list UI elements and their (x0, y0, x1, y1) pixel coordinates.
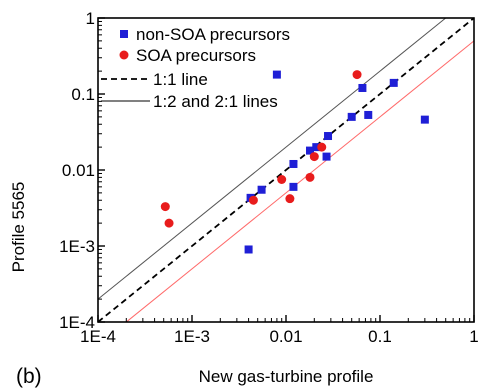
data-point-circle (309, 152, 319, 162)
legend-marker-square (120, 30, 128, 38)
legend-label: SOA precursors (136, 46, 256, 65)
data-point-square (312, 143, 321, 152)
y-tick-label: 1 (86, 9, 95, 28)
data-points-layer (160, 70, 429, 254)
reference-line-0 (97, 17, 475, 323)
x-axis-label: New gas-turbine profile (199, 367, 374, 386)
reference-line-1 (97, 17, 447, 300)
data-point-circle (277, 174, 287, 184)
data-point-square (322, 152, 331, 161)
data-point-square (272, 70, 281, 79)
y-tick-label: 1E-3 (59, 237, 95, 256)
data-point-square (347, 112, 356, 121)
x-tick-label: 0.1 (368, 327, 392, 346)
x-axis: 1E-4 1E-3 0.01 0.1 1 (80, 315, 479, 346)
data-point-circle (352, 70, 362, 80)
legend-label: 1:1 line (153, 70, 208, 89)
x-tick-label: 1 (469, 327, 478, 346)
data-point-square (324, 132, 333, 141)
data-point-square (358, 83, 367, 92)
x-tick-label: 1E-4 (80, 327, 116, 346)
data-point-circle (317, 142, 327, 152)
data-point-circle (160, 202, 170, 212)
data-point-square (257, 185, 266, 194)
data-point-square (389, 78, 398, 87)
y-tick-label: 1E-4 (59, 313, 95, 332)
legend-marker-circle (119, 50, 129, 60)
data-point-square (305, 146, 314, 155)
y-tick-label: 0.1 (71, 85, 95, 104)
reference-lines-layer (97, 17, 475, 323)
legend: non-SOA precursors SOA precursors 1:1 line… (101, 25, 290, 111)
x-tick-label: 0.01 (269, 327, 302, 346)
reference-line-2 (125, 40, 475, 323)
legend-label: non-SOA precursors (136, 25, 290, 44)
y-axis: 1E-4 1E-3 0.01 0.1 1 (59, 9, 105, 332)
data-point-circle (248, 195, 258, 205)
data-point-square (420, 115, 429, 124)
panel-label: (b) (16, 365, 42, 388)
y-axis-label: Profile 5565 (9, 182, 28, 273)
x-tick-label: 1E-3 (174, 327, 210, 346)
data-point-circle (305, 172, 315, 182)
data-point-circle (285, 194, 295, 204)
data-point-circle (164, 218, 174, 228)
y-tick-label: 0.01 (62, 161, 95, 180)
data-point-square (244, 245, 253, 254)
data-point-square (364, 110, 373, 119)
data-point-square (289, 159, 298, 168)
legend-label: 1:2 and 2:1 lines (153, 92, 278, 111)
data-point-square (289, 182, 298, 191)
